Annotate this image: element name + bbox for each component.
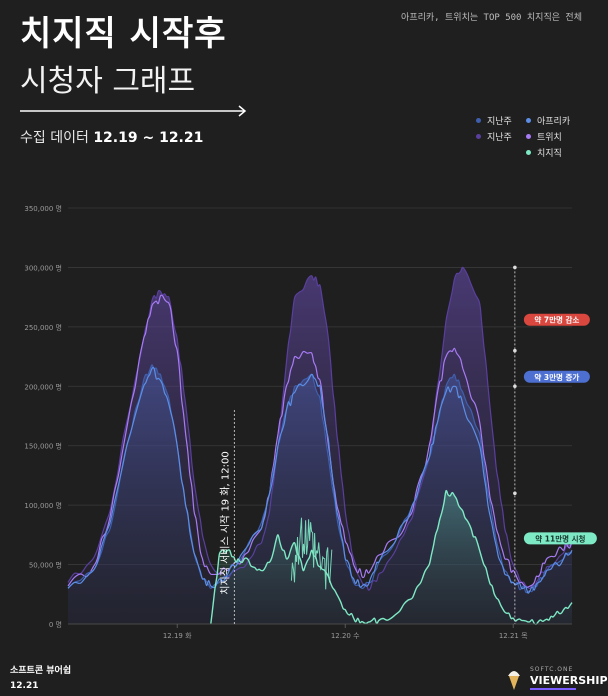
y-tick-label: 250,000 명	[24, 323, 62, 332]
increase-annotation-pill	[523, 370, 590, 383]
legend-label: 치지직	[537, 149, 562, 159]
arrow-down-marker	[513, 384, 517, 389]
x-tick-label: 12.19 화	[163, 632, 192, 640]
page-subtitle: 시청자 그래프	[20, 64, 196, 99]
legend-swatch	[476, 118, 481, 123]
decorative-arrow	[20, 105, 247, 117]
y-tick-label: 100,000 명	[24, 501, 62, 510]
legend-swatch	[526, 150, 531, 155]
footer-brand: 소프트콘 뷰어쉽 12.21	[10, 664, 71, 694]
legend-item-lastweek-twitch: 지난주	[476, 130, 512, 143]
decrease-annotation-pill	[523, 313, 590, 326]
legend-item-chzzk: 치지직	[526, 146, 562, 159]
viewers-chart: 0 명 50,000 명 100,000 명 150,000 명 200,000 명 25…	[24, 204, 597, 640]
top-note: 아프리카, 트위치는 TOP 500 치지직은 전체	[401, 13, 582, 23]
x-tick-label: 12.21 목	[499, 632, 528, 640]
x-tick-label: 12.20 수	[331, 632, 360, 640]
page-title: 치지직 시작후	[20, 14, 227, 54]
collection-dates: 12.19 ~ 12.21	[93, 130, 204, 146]
service-start-label: 치지직 서비스 시작 19 화, 12:00	[219, 451, 231, 594]
legend-label: 지난주	[487, 117, 512, 127]
chzzk-annotation-pill	[523, 532, 597, 545]
increase-annotation-label: 약 3만명 증가	[534, 372, 579, 382]
viewership-logo: SOFTC.ONE VIEWERSHIP	[500, 664, 608, 692]
footer-brand-name: 소프트콘 뷰어쉽	[10, 666, 72, 676]
y-tick-label: 300,000 명	[24, 263, 62, 272]
logo-underline	[530, 688, 576, 690]
arrow-down-marker	[513, 491, 517, 496]
chart-legend: 지난주 아프리카 지난주 트위치 치지직	[470, 114, 590, 162]
collection-range: 수집 데이터 12.19 ~ 12.21	[20, 127, 203, 147]
series-line	[67, 266, 573, 591]
y-tick-label: 350,000 명	[24, 204, 62, 213]
series-line	[67, 366, 573, 594]
decrease-annotation-label: 약 7만명 감소	[534, 315, 579, 325]
legend-label: 아프리카	[537, 117, 571, 127]
y-tick-label: 50,000 명	[29, 561, 62, 570]
series-area	[210, 490, 573, 625]
series-line	[67, 294, 573, 588]
chzzk-noise-line	[290, 517, 333, 590]
logo-sub: SOFTC.ONE	[530, 666, 574, 673]
y-tick-label: 150,000 명	[24, 442, 62, 451]
legend-swatch	[526, 118, 531, 123]
legend-item-afreeca: 아프리카	[526, 114, 570, 127]
collection-label: 수집 데이터	[20, 130, 94, 146]
legend-swatch	[476, 134, 481, 139]
legend-swatch	[526, 134, 531, 139]
y-tick-label: 0 명	[49, 620, 62, 629]
logo-main: VIEWERSHIP	[530, 674, 608, 687]
legend-item-lastweek-afreeca: 지난주	[476, 114, 512, 127]
arrow-down-marker	[513, 348, 517, 353]
footer-date: 12.21	[10, 681, 39, 691]
chzzk-annotation-label: 약 11만명 시청	[535, 533, 585, 543]
legend-label: 트위치	[537, 133, 562, 143]
y-tick-label: 200,000 명	[24, 382, 62, 391]
series-line	[210, 489, 573, 625]
legend-item-twitch: 트위치	[526, 130, 562, 143]
ice-cream-icon	[508, 671, 520, 690]
legend-label: 지난주	[487, 133, 512, 143]
arrow-up-marker	[513, 265, 517, 270]
